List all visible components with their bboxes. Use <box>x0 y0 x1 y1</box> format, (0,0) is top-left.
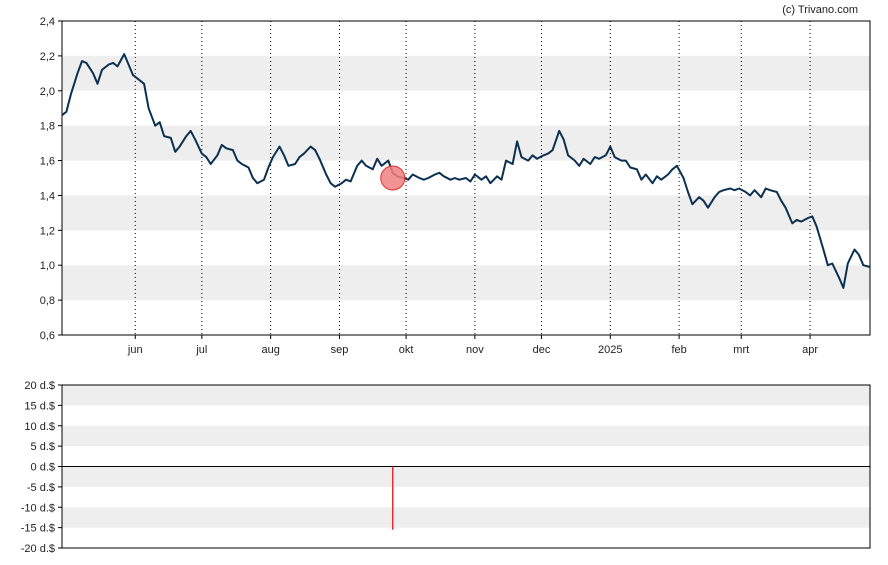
x-tick-label: sep <box>331 344 349 356</box>
y-tick-label: 1,4 <box>40 190 55 202</box>
y-tick-label: 1,6 <box>40 156 55 168</box>
y-tick-label: -20 d.$ <box>21 543 55 555</box>
chart-credit: (c) Trivano.com <box>782 4 858 16</box>
x-tick-label: apr <box>802 344 818 356</box>
y-tick-label: 10 d.$ <box>24 421 55 433</box>
y-tick-label: 20 d.$ <box>24 380 55 392</box>
y-tick-label: -5 d.$ <box>27 482 55 494</box>
x-tick-label: mrt <box>733 344 749 356</box>
x-tick-label: okt <box>399 344 414 356</box>
x-tick-label: dec <box>533 344 551 356</box>
dividend-chart: -20 d.$ -15 d.$ -10 d.$ -5 d.$ 0 d.$ 5 d.$ 10 … <box>21 380 871 555</box>
y-tick-label: 1,8 <box>40 121 55 133</box>
grid-band <box>62 385 870 406</box>
y-tick-label: 1,0 <box>40 260 55 272</box>
grid-band <box>62 265 870 301</box>
grid-band <box>62 466 870 487</box>
x-tick-label: nov <box>466 344 484 356</box>
x-tick-label: 2025 <box>598 344 622 356</box>
plot-frame <box>61 20 871 336</box>
x-tick-label: feb <box>671 344 686 356</box>
y-tick-label: -15 d.$ <box>21 523 55 535</box>
grid-band <box>62 507 870 528</box>
grid-band <box>62 425 870 447</box>
y-tick-label: 1,2 <box>40 225 55 237</box>
y-tick-label: -10 d.$ <box>21 502 55 514</box>
price-series-line <box>61 53 871 289</box>
x-tick-label: aug <box>261 344 279 356</box>
price-chart: jun jul aug sep okt nov dec 2025 feb mrt apr 0,6 0,8… <box>40 16 871 356</box>
dividend-marker <box>380 165 406 191</box>
y-tick-label: 2,2 <box>40 51 55 63</box>
y-tick-label: 0,8 <box>40 295 55 307</box>
grid-band <box>62 125 870 161</box>
y-tick-label: 5 d.$ <box>31 441 55 453</box>
y-tick-label: 0 d.$ <box>31 462 55 474</box>
grid-band <box>62 55 870 91</box>
x-tick-label: jul <box>195 344 207 356</box>
grid-band <box>62 195 870 231</box>
x-tick-label: jun <box>127 344 143 356</box>
y-tick-label: 2,0 <box>40 86 55 98</box>
y-tick-label: 2,4 <box>40 16 55 28</box>
y-tick-label: 15 d.$ <box>24 400 55 412</box>
y-tick-label: 0,6 <box>40 330 55 342</box>
